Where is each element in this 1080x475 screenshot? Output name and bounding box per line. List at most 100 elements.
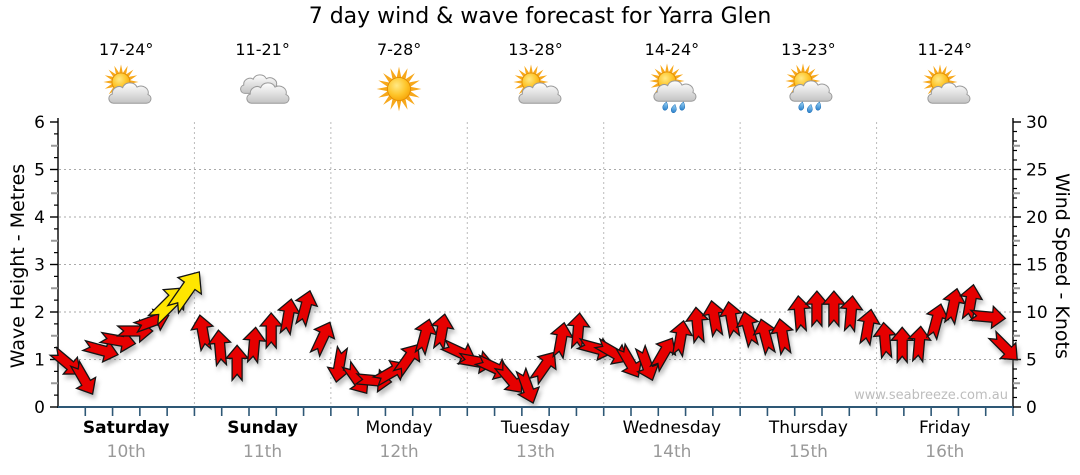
- day-name: Sunday: [227, 418, 298, 438]
- wind-arrow: [69, 359, 97, 395]
- wind-arrow: [528, 351, 557, 386]
- cloud: [927, 82, 971, 104]
- wind-arrow: [856, 308, 881, 347]
- right-tick-label: 10: [1026, 303, 1048, 323]
- day-weather-icon: [236, 63, 290, 115]
- wind-arrow: [889, 326, 915, 365]
- wind-arrow: [942, 287, 967, 326]
- cloud: [789, 80, 833, 102]
- day-date: 10th: [106, 442, 146, 462]
- day-temp-range: 13-23°: [781, 40, 836, 59]
- day-weather-icon: [372, 63, 426, 115]
- day-temp-range: 17-24°: [98, 40, 154, 59]
- day-name: Tuesday: [500, 418, 571, 438]
- cloud: [246, 82, 289, 104]
- day-name: Monday: [365, 418, 433, 438]
- left-tick-label: 6: [34, 113, 45, 133]
- day-date: 11th: [243, 442, 283, 462]
- right-tick-label: 30: [1026, 113, 1048, 133]
- wind-arrow: [276, 298, 302, 337]
- wind-arrow: [549, 321, 575, 360]
- wind-arrow: [258, 311, 284, 350]
- day-weather-icon: [918, 63, 972, 115]
- day-weather-icon: [509, 63, 563, 115]
- day-date: 13th: [515, 442, 556, 462]
- left-tick-label: 4: [34, 208, 45, 228]
- wind-arrow: [593, 337, 629, 365]
- day-weather-icon: [645, 63, 699, 115]
- cloud: [517, 82, 561, 104]
- wind-arrow: [224, 344, 250, 383]
- wind-arrow: [907, 325, 932, 364]
- wind-arrow: [294, 289, 319, 328]
- watermark: www.seabreeze.com.au: [854, 388, 1008, 403]
- left-tick-label: 3: [34, 256, 45, 276]
- right-tick-label: 25: [1026, 161, 1048, 181]
- right-tick-label: 15: [1026, 256, 1048, 276]
- raindrop-icon: [798, 101, 805, 111]
- wind-arrow: [839, 294, 864, 334]
- right-tick-label: 5: [1026, 351, 1037, 371]
- day-name: Friday: [919, 418, 971, 438]
- left-tick-label: 2: [34, 303, 45, 323]
- wind-arrow: [669, 319, 694, 359]
- wind-arrow: [769, 317, 795, 357]
- sunny-icon: [376, 66, 422, 112]
- raindrop-icon: [807, 104, 813, 114]
- sun-disc: [387, 77, 411, 101]
- day-date: 12th: [379, 442, 419, 462]
- wind-arrow: [242, 326, 267, 365]
- raindrop-icon: [815, 101, 822, 111]
- wind-arrow: [872, 321, 898, 360]
- left-tick-label: 0: [34, 398, 45, 418]
- day-weather-icon: [99, 63, 153, 115]
- cloudy-icon: [239, 74, 289, 104]
- sun-cloud-icon: [512, 64, 561, 104]
- wind-arrow: [309, 321, 336, 359]
- right-tick-label: 0: [1026, 398, 1037, 418]
- day-date: 16th: [925, 442, 965, 462]
- left-tick-label: 5: [34, 161, 45, 181]
- wind-arrow: [190, 314, 215, 353]
- day-date: 14th: [652, 442, 692, 462]
- raindrop-icon: [679, 101, 685, 111]
- wind-arrow: [392, 343, 421, 379]
- left-tick-label: 1: [34, 351, 45, 371]
- wind-arrow: [821, 290, 847, 328]
- wind-arrow: [326, 344, 351, 384]
- wind-arrow: [430, 313, 455, 352]
- sun-cloud-icon: [922, 64, 971, 104]
- wind-arrow: [566, 312, 591, 351]
- wind-arrow: [787, 294, 812, 334]
- cloud: [653, 80, 697, 102]
- day-temp-range: 13-28°: [508, 40, 563, 59]
- raindrop-icon: [670, 104, 677, 114]
- wind-arrow: [166, 271, 203, 315]
- sun-cloud-rain-icon: [649, 63, 697, 114]
- day-name: Wednesday: [622, 418, 722, 438]
- wind-arrow: [413, 318, 438, 357]
- sun-cloud-rain-icon: [785, 63, 833, 114]
- day-temp-range: 7-28°: [376, 40, 422, 59]
- wind-arrow: [718, 300, 744, 340]
- day-weather-icon: [781, 63, 835, 115]
- day-name: Thursday: [768, 418, 848, 438]
- wind-arrow: [968, 304, 1007, 330]
- cloud: [108, 82, 152, 104]
- day-date: 15th: [788, 442, 828, 462]
- sun-cloud-icon: [103, 64, 152, 104]
- wind-arrow: [987, 329, 1018, 361]
- wind-arrow: [515, 366, 541, 404]
- day-name: Saturday: [82, 418, 170, 438]
- wind-arrow: [958, 283, 984, 322]
- wind-arrow: [735, 310, 760, 349]
- wind-arrow: [207, 329, 232, 368]
- day-temp-range: 11-24°: [917, 40, 973, 59]
- wind-arrow: [634, 343, 660, 382]
- raindrop-icon: [662, 101, 668, 111]
- right-tick-label: 20: [1026, 208, 1048, 228]
- wind-arrow-series: [48, 271, 1018, 404]
- day-temp-range: 14-24°: [644, 40, 700, 59]
